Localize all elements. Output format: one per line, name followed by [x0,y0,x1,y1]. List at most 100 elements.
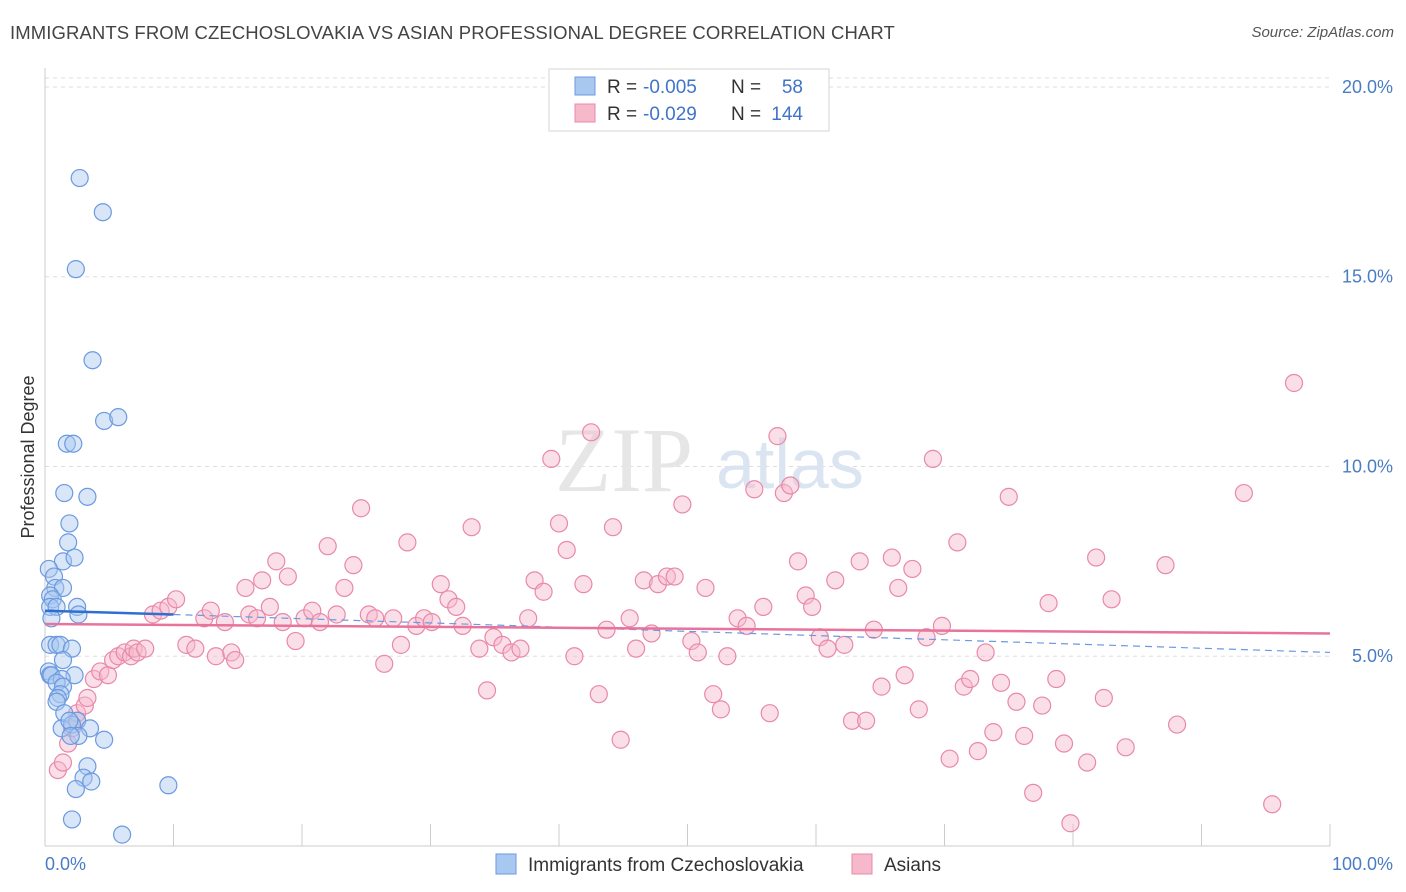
czechoslovakia-point [47,635,66,654]
asians-point [842,711,862,730]
asians-point [1102,590,1121,609]
asians-point [1015,726,1034,746]
x-tick-label-min: 0.0% [45,854,86,874]
y-tick-label: 5.0% [1352,646,1393,666]
asians-point [310,612,330,632]
asians-point [976,643,995,662]
asians-point [737,616,756,635]
czechoslovakia-point [62,810,82,829]
asians-point [1033,696,1052,715]
czechoslovakia-point [95,730,114,749]
asians-point [542,449,561,468]
czechoslovakia-point [69,726,88,746]
czechoslovakia-trend-dashed [173,613,1331,654]
watermark-zip: ZIP [555,409,693,511]
bottom-legend-swatch-blue [495,853,517,875]
asians-point [549,514,569,533]
asians-point [704,685,723,704]
asians-point [447,597,466,617]
y-tick-label: 15.0% [1342,267,1393,287]
asians-point [98,666,118,685]
asians-point [991,673,1011,692]
asians-point [909,700,928,719]
asians-point [688,643,707,662]
asians-point [477,681,497,700]
asians-point [826,571,845,590]
asians-point [889,578,908,598]
czechoslovakia-point [82,772,101,791]
y-tick-labels: 5.0% 10.0% 15.0% 20.0% [1342,77,1393,666]
czechoslovakia-point [159,776,178,795]
asians-point [565,647,584,666]
czechoslovakia-point [41,635,60,654]
asians-point [745,480,764,499]
asians-point [589,685,608,704]
asians-point [603,518,623,537]
asians-point [657,567,677,586]
czechoslovakia-point [83,351,102,370]
asians-point [352,499,371,518]
czechoslovakia-point [57,434,76,453]
asians-point [872,677,891,696]
asians-point [781,476,800,495]
legend-box [548,68,830,132]
asians-point [582,423,601,442]
asians-point [711,700,731,719]
asians-point [961,669,980,689]
asians-point [857,711,876,730]
asians-point [923,449,943,468]
asians-point [760,704,779,723]
asians-point [696,578,715,598]
y-tick-label: 20.0% [1342,77,1393,97]
asians-point [682,631,701,651]
asians-point [366,609,385,628]
asians-point [439,590,458,609]
czechoslovakia-point [95,411,114,431]
asians-point [260,597,279,617]
czechoslovakia-point [66,779,85,799]
watermark-atlas: atlas [716,425,864,503]
asians-point [375,654,394,673]
asians-point [1054,734,1074,753]
asians-point [462,518,481,537]
y-tick-label: 10.0% [1342,456,1393,476]
asians-point [278,567,297,586]
bottom-legend-label-blue: Immigrants from Czechoslovakia [528,855,804,876]
asians-point [201,601,220,620]
asians-point [384,609,403,628]
asians-point [1087,548,1106,567]
asians-point [1167,715,1187,734]
asians-point [1024,783,1043,802]
asians-point [391,635,411,654]
asians-point [903,559,922,579]
legend-r-value-pink: -0.029 [643,104,697,125]
asians-point [286,631,305,651]
asians-point [940,749,959,768]
asians-point [968,742,988,761]
asians-point [999,487,1018,506]
asians-point [1039,594,1058,613]
asians-point [226,650,245,670]
asians-point [84,669,103,689]
grid-lines [45,77,1330,657]
czechoslovakia-point [93,203,112,222]
asians-point [1078,753,1097,772]
asians-point [327,605,346,624]
asians-point [1284,373,1304,393]
asians-point [882,548,901,567]
trend-lines [44,609,1331,654]
asians-point [665,567,684,586]
czechoslovakia-point [70,168,89,188]
asians-point [53,753,73,772]
asians-point [796,586,815,605]
asians-point [344,556,363,575]
asians-point [634,571,653,590]
legend-n-label-pink: N = [731,104,761,125]
czechoslovakia-point [61,726,80,746]
asians-point [984,723,1003,742]
legend-n-label-blue: N = [731,77,761,98]
asians-point [166,590,186,609]
asians-trend-line [44,622,1331,635]
czechoslovakia-point [55,483,74,503]
asians-point [186,639,205,658]
